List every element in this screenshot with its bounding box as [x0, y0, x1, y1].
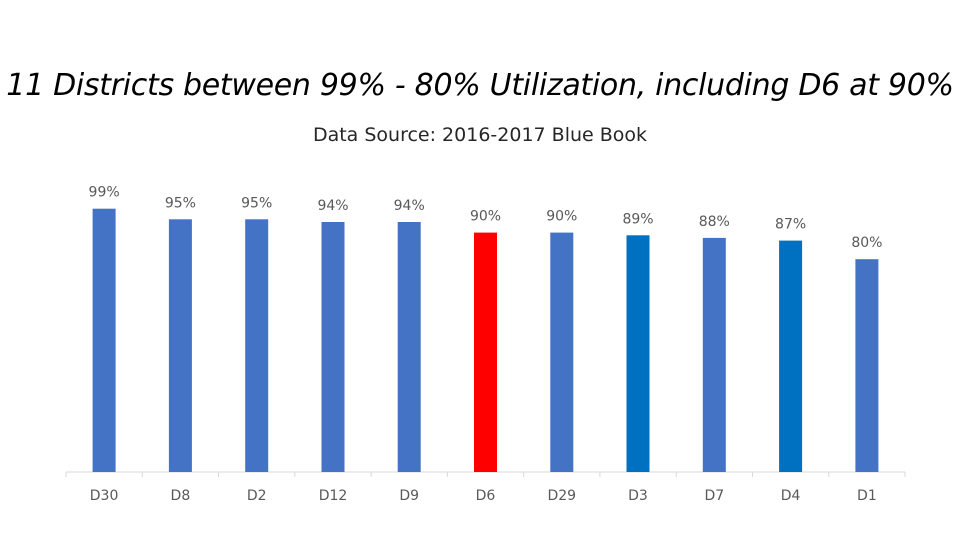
bar-d3: [626, 235, 650, 472]
bar-d1: [855, 259, 879, 472]
data-label-d4: 87%: [775, 217, 806, 233]
x-tick-label-d30: D30: [90, 488, 119, 504]
data-label-d29: 90%: [546, 209, 577, 225]
bar-d12: [321, 222, 345, 472]
x-tick-label-d2: D2: [247, 488, 267, 504]
data-label-d2: 95%: [241, 195, 272, 211]
data-label-d9: 94%: [394, 198, 425, 214]
bar-d30: [92, 208, 116, 472]
chart-title: 11 Districts between 99% - 80% Utilizati…: [6, 68, 954, 103]
bar-d4: [779, 240, 803, 472]
x-tick-label-d9: D9: [399, 488, 419, 504]
bar-d29: [550, 232, 574, 472]
data-label-d12: 94%: [317, 198, 348, 214]
x-tick-label-d1: D1: [857, 488, 877, 504]
chart-subtitle: Data Source: 2016-2017 Blue Book: [312, 124, 648, 146]
x-tick-label-d8: D8: [171, 488, 191, 504]
bar-d6: [474, 232, 497, 472]
bar-d8: [168, 219, 192, 472]
data-label-d8: 95%: [165, 195, 196, 211]
x-tick-label-d29: D29: [547, 488, 576, 504]
x-tick-label-d3: D3: [628, 488, 648, 504]
bar-d7: [702, 237, 726, 472]
x-tick-label-d4: D4: [781, 488, 801, 504]
data-label-d1: 80%: [851, 235, 882, 251]
data-label-d3: 89%: [622, 211, 653, 227]
data-label-d7: 88%: [699, 214, 730, 230]
x-tick-label-d6: D6: [476, 488, 496, 504]
data-label-d30: 99%: [89, 185, 120, 201]
bar-d9: [397, 222, 421, 472]
x-tick-label-d12: D12: [319, 488, 348, 504]
x-tick-label-d7: D7: [704, 488, 724, 504]
data-label-d6: 90%: [470, 209, 501, 225]
bar-d2: [245, 219, 269, 472]
